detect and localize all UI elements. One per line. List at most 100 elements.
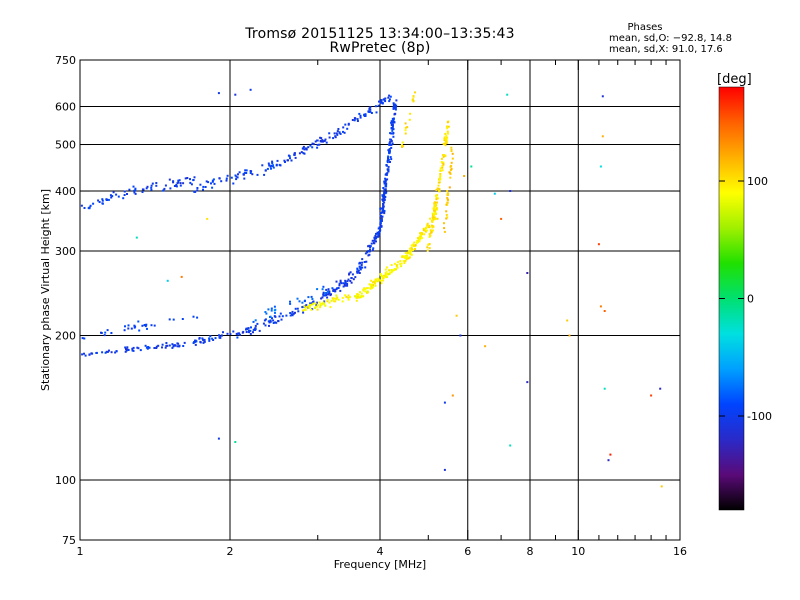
echo-point bbox=[328, 132, 331, 135]
echo-point bbox=[425, 229, 428, 232]
echo-point bbox=[331, 287, 334, 290]
echo-point bbox=[369, 246, 372, 249]
echo-point bbox=[161, 343, 164, 346]
echo-point bbox=[377, 277, 380, 280]
echo-point bbox=[343, 131, 346, 134]
echo-point bbox=[450, 148, 453, 151]
echo-point bbox=[371, 249, 374, 252]
echo-point bbox=[83, 352, 85, 355]
echo-point bbox=[383, 195, 386, 198]
echo-point bbox=[441, 166, 444, 169]
echo-point bbox=[166, 344, 169, 347]
echo-point bbox=[401, 145, 404, 147]
echo-point bbox=[296, 297, 299, 300]
echo-point bbox=[390, 264, 393, 266]
echo-point bbox=[450, 161, 453, 164]
echo-point bbox=[332, 137, 335, 140]
echo-point bbox=[311, 298, 314, 300]
echo-point bbox=[248, 331, 250, 334]
echo-point bbox=[300, 151, 303, 154]
echo-point bbox=[338, 282, 341, 285]
echo-point bbox=[314, 302, 317, 305]
echo-point bbox=[337, 298, 340, 301]
echo-point bbox=[319, 304, 322, 307]
echo-point bbox=[271, 162, 274, 164]
chart-title-line2: RwPretec (8p) bbox=[329, 40, 431, 56]
echo-point bbox=[141, 324, 144, 327]
echo-point bbox=[311, 146, 314, 149]
echo-point bbox=[446, 136, 448, 139]
x-axis-label: Frequency [MHz] bbox=[334, 558, 426, 571]
echo-point bbox=[284, 161, 286, 163]
echo-point bbox=[249, 172, 252, 174]
echo-point bbox=[145, 187, 148, 190]
echo-point bbox=[388, 148, 391, 151]
echo-point bbox=[407, 251, 409, 254]
echo-point bbox=[443, 227, 446, 230]
echo-point bbox=[168, 318, 171, 321]
echo-point bbox=[449, 165, 452, 168]
echo-point bbox=[442, 154, 445, 156]
echo-point bbox=[123, 190, 126, 193]
echo-point bbox=[301, 147, 304, 150]
echo-point bbox=[409, 112, 412, 115]
echo-point bbox=[455, 314, 458, 317]
echo-point bbox=[396, 266, 399, 269]
echo-point bbox=[315, 303, 318, 306]
echo-point bbox=[389, 132, 392, 135]
echo-point bbox=[303, 308, 306, 311]
echo-point bbox=[414, 91, 416, 94]
echo-point bbox=[264, 318, 267, 321]
echo-point bbox=[484, 345, 487, 348]
echo-point bbox=[328, 136, 331, 139]
echo-point bbox=[301, 306, 304, 309]
echo-point bbox=[439, 174, 442, 177]
echo-point bbox=[326, 296, 329, 299]
echo-point bbox=[370, 242, 373, 245]
echo-point bbox=[148, 346, 151, 349]
echo-point bbox=[324, 304, 327, 307]
echo-point bbox=[344, 279, 347, 282]
echo-point bbox=[341, 296, 344, 299]
echo-point bbox=[211, 179, 214, 182]
echo-point bbox=[155, 184, 158, 187]
echo-point bbox=[372, 281, 375, 284]
echo-point bbox=[205, 180, 208, 183]
echo-point bbox=[153, 347, 156, 349]
echo-point bbox=[364, 115, 367, 117]
echo-point bbox=[428, 243, 431, 245]
echo-point bbox=[443, 136, 446, 139]
echo-point bbox=[379, 222, 382, 225]
echo-point bbox=[192, 179, 195, 181]
echo-point bbox=[347, 123, 350, 126]
echo-point bbox=[98, 201, 101, 203]
echo-point bbox=[387, 157, 389, 159]
echo-point bbox=[438, 190, 441, 193]
echo-point bbox=[323, 139, 326, 142]
echo-point bbox=[384, 178, 387, 181]
echo-point bbox=[153, 324, 156, 327]
echo-point bbox=[273, 309, 276, 312]
echo-point bbox=[294, 307, 297, 310]
echo-point bbox=[431, 216, 434, 219]
echo-point bbox=[208, 339, 211, 342]
echo-point bbox=[411, 247, 413, 250]
echo-point bbox=[250, 326, 252, 329]
echo-point bbox=[448, 171, 451, 174]
echo-point bbox=[420, 234, 423, 237]
echo-point bbox=[298, 300, 301, 303]
echo-point bbox=[115, 193, 118, 196]
echo-point bbox=[387, 165, 390, 168]
echo-point bbox=[659, 387, 662, 390]
echo-point bbox=[180, 275, 183, 278]
y-tick-label: 200 bbox=[55, 330, 76, 343]
echo-point bbox=[130, 327, 133, 330]
echo-point bbox=[422, 227, 425, 230]
echo-point bbox=[566, 319, 569, 322]
echo-point bbox=[168, 178, 171, 181]
echo-point bbox=[245, 331, 248, 333]
echo-point bbox=[431, 212, 434, 215]
echo-point bbox=[175, 185, 178, 188]
y-tick-label: 500 bbox=[55, 139, 76, 152]
echo-point bbox=[394, 112, 397, 115]
